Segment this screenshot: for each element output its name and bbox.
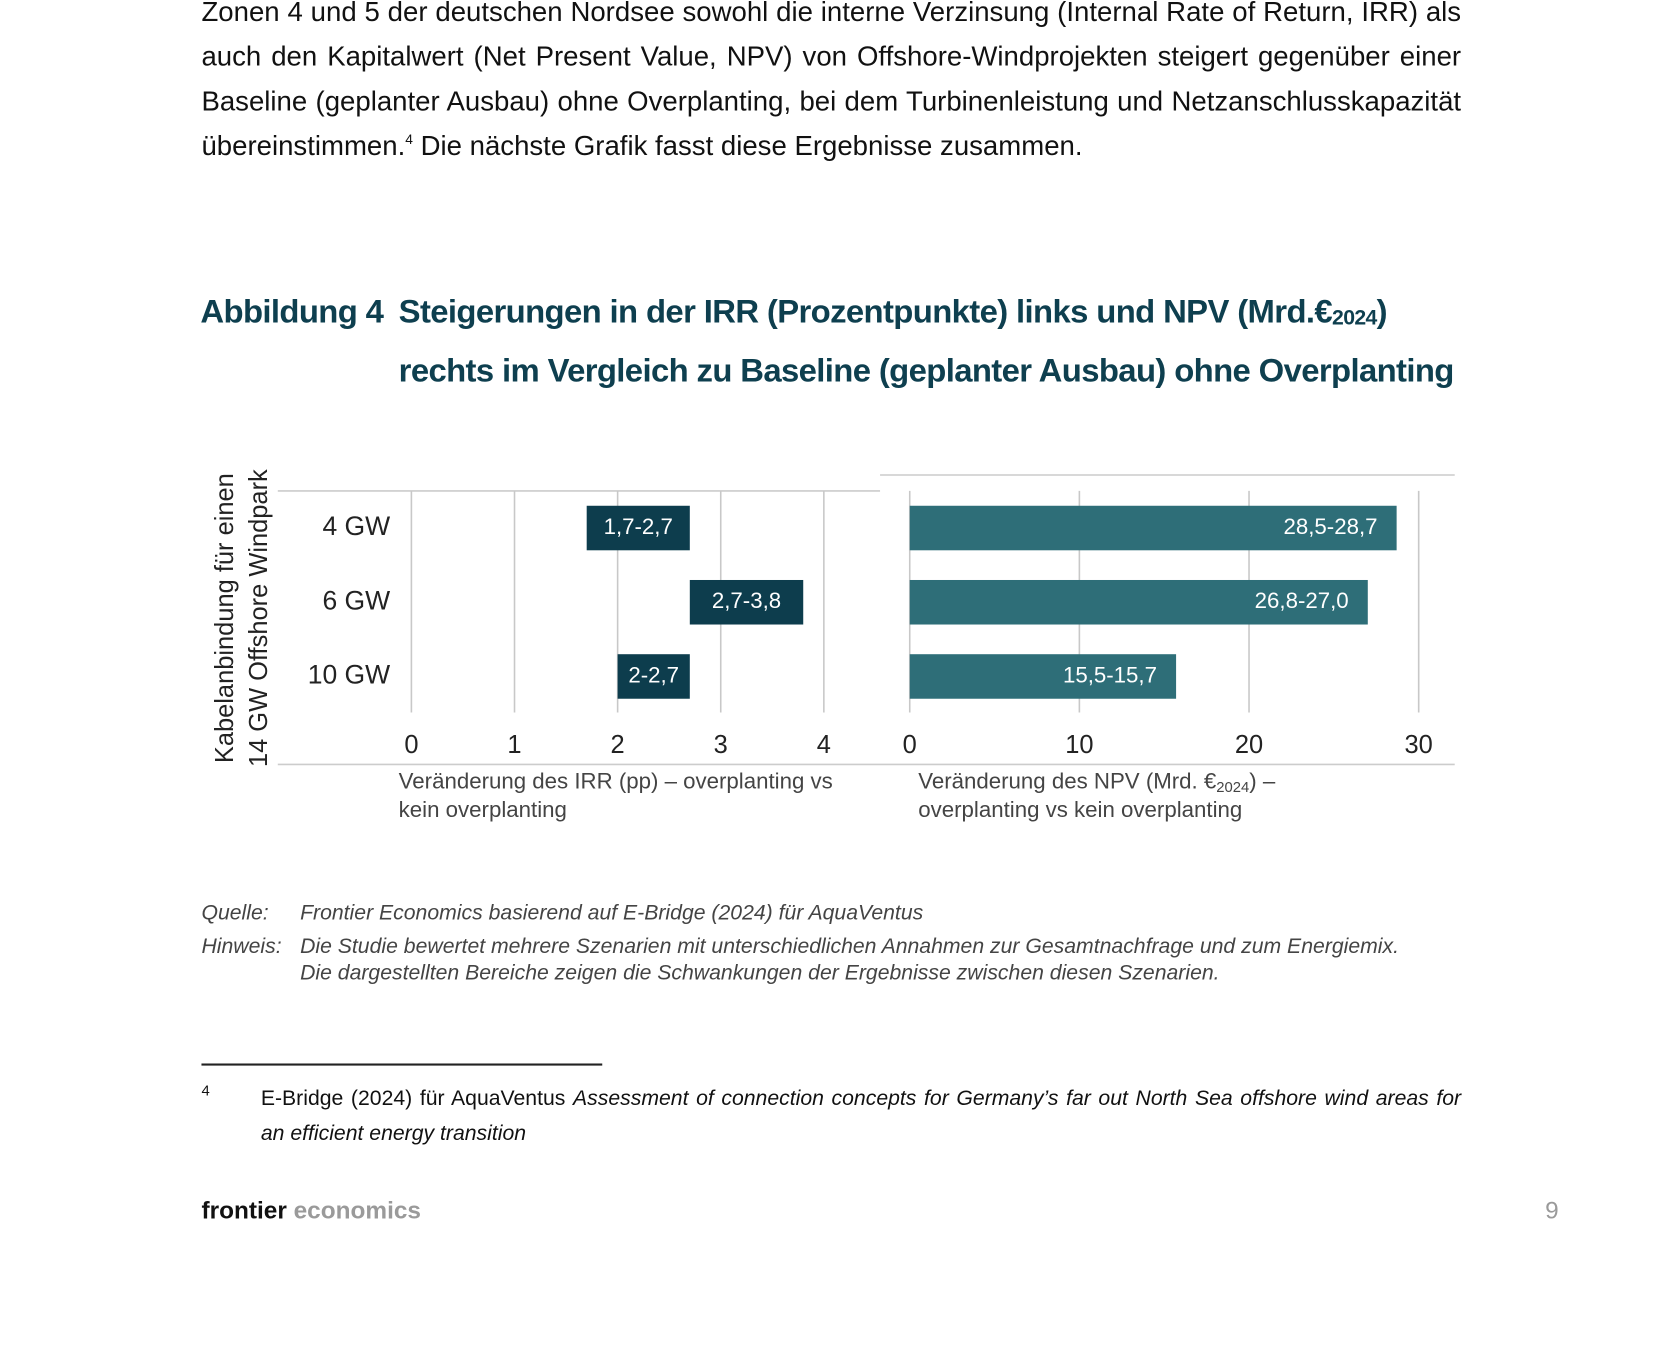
x-axis-label: Veränderung des IRR (pp) – overplanting … [399, 768, 833, 793]
data-label: 2-2,7 [628, 662, 679, 687]
brand-light: economics [293, 1196, 421, 1224]
x-axis-label: kein overplanting [399, 797, 567, 822]
page-number: 9 [1545, 1196, 1559, 1224]
bar [909, 579, 1368, 625]
brand-bold: frontier [201, 1196, 287, 1224]
source-text: Frontier Economics basierend auf E-Bridg… [300, 901, 924, 925]
y-axis-label-line: Kabelanbindung für einen [211, 473, 239, 763]
footnote-source: E-Bridge (2024) für AquaVentus [260, 1086, 566, 1111]
note-label: Hinweis: [201, 935, 282, 959]
footnote-title: Assessment of connection concepts for Ge… [260, 1086, 1462, 1146]
bar [909, 654, 1177, 699]
x-axis-label-part: Veränderung des NPV (Mrd. € [918, 768, 1217, 793]
note-text: Die dargestellten Bereiche zeigen die Sc… [300, 961, 1220, 986]
footnote-text: E-Bridge (2024) für AquaVentus Assessmen… [261, 1082, 1461, 1152]
data-label: 28,5-28,7 [1284, 514, 1378, 539]
data-label: 15,5-15,7 [1063, 662, 1157, 687]
x-axis-label: overplanting vs kein overplanting [918, 797, 1242, 822]
data-label: 2,7-3,8 [712, 588, 781, 613]
x-axis-label-part: overplanting vs kein overplanting [918, 797, 1242, 822]
y-tick-label: 10 GW [308, 659, 390, 689]
bar [586, 505, 690, 551]
footnote-ref: 4 [405, 131, 413, 148]
y-tick-label: 4 GW [322, 511, 390, 541]
title-line: rechts im Vergleich zu Baseline (geplant… [398, 352, 1455, 390]
x-tick-label: 0 [404, 731, 418, 759]
title-text: ) [1376, 292, 1388, 330]
x-tick-label: 4 [817, 731, 831, 759]
x-axis-label-part: kein overplanting [399, 797, 567, 822]
x-axis-label-part: 2024 [1216, 780, 1249, 796]
y-tick-label: 6 GW [322, 585, 390, 615]
bar [909, 505, 1397, 551]
y-axis-label: Kabelanbindung für einen 14 GW Offshore W… [211, 469, 273, 767]
paragraph-text: Zonen 4 und 5 der deutschen Nordsee sowo… [201, 0, 1462, 162]
data-label: 1,7-2,7 [604, 514, 673, 539]
figure-label: Abbildung 4 [200, 292, 384, 330]
x-tick-label: 3 [714, 731, 728, 759]
x-tick-label: 20 [1235, 731, 1263, 759]
title-text: Steigerungen in der IRR (Prozentpunkte) … [398, 292, 1333, 330]
paragraph-text: Die nächste Grafik fasst diese Ergebniss… [420, 129, 1083, 162]
x-tick-label: 2 [611, 731, 625, 759]
x-tick-label: 0 [903, 731, 917, 759]
bar [617, 654, 690, 699]
footnote-number: 4 [201, 1081, 210, 1099]
data-label: 26,8-27,0 [1255, 588, 1349, 613]
note-text: Die Studie bewertet mehrere Szenarien mi… [300, 935, 1400, 959]
x-axis-label-part: Veränderung des IRR (pp) – overplanting … [399, 768, 833, 793]
x-axis-label-part: ) – [1249, 768, 1276, 793]
x-tick-label: 10 [1065, 731, 1093, 759]
x-axis-label: Veränderung des NPV (Mrd. €2024) – [918, 768, 1276, 795]
title-sub: 2024 [1332, 306, 1377, 330]
bar [689, 579, 804, 625]
source-label: Quelle: [201, 901, 269, 925]
footnote-rule [201, 1063, 603, 1066]
paragraph: Zonen 4 und 5 der deutschen Nordsee sowo… [201, 0, 1461, 168]
x-tick-label: 1 [507, 731, 521, 759]
x-tick-label: 30 [1405, 731, 1433, 759]
y-axis-label-line: 14 GW Offshore Windpark [244, 469, 272, 767]
footer-brand: frontier economics [201, 1196, 421, 1225]
title-line: Steigerungen in der IRR (Prozentpunkte) … [398, 282, 1388, 348]
